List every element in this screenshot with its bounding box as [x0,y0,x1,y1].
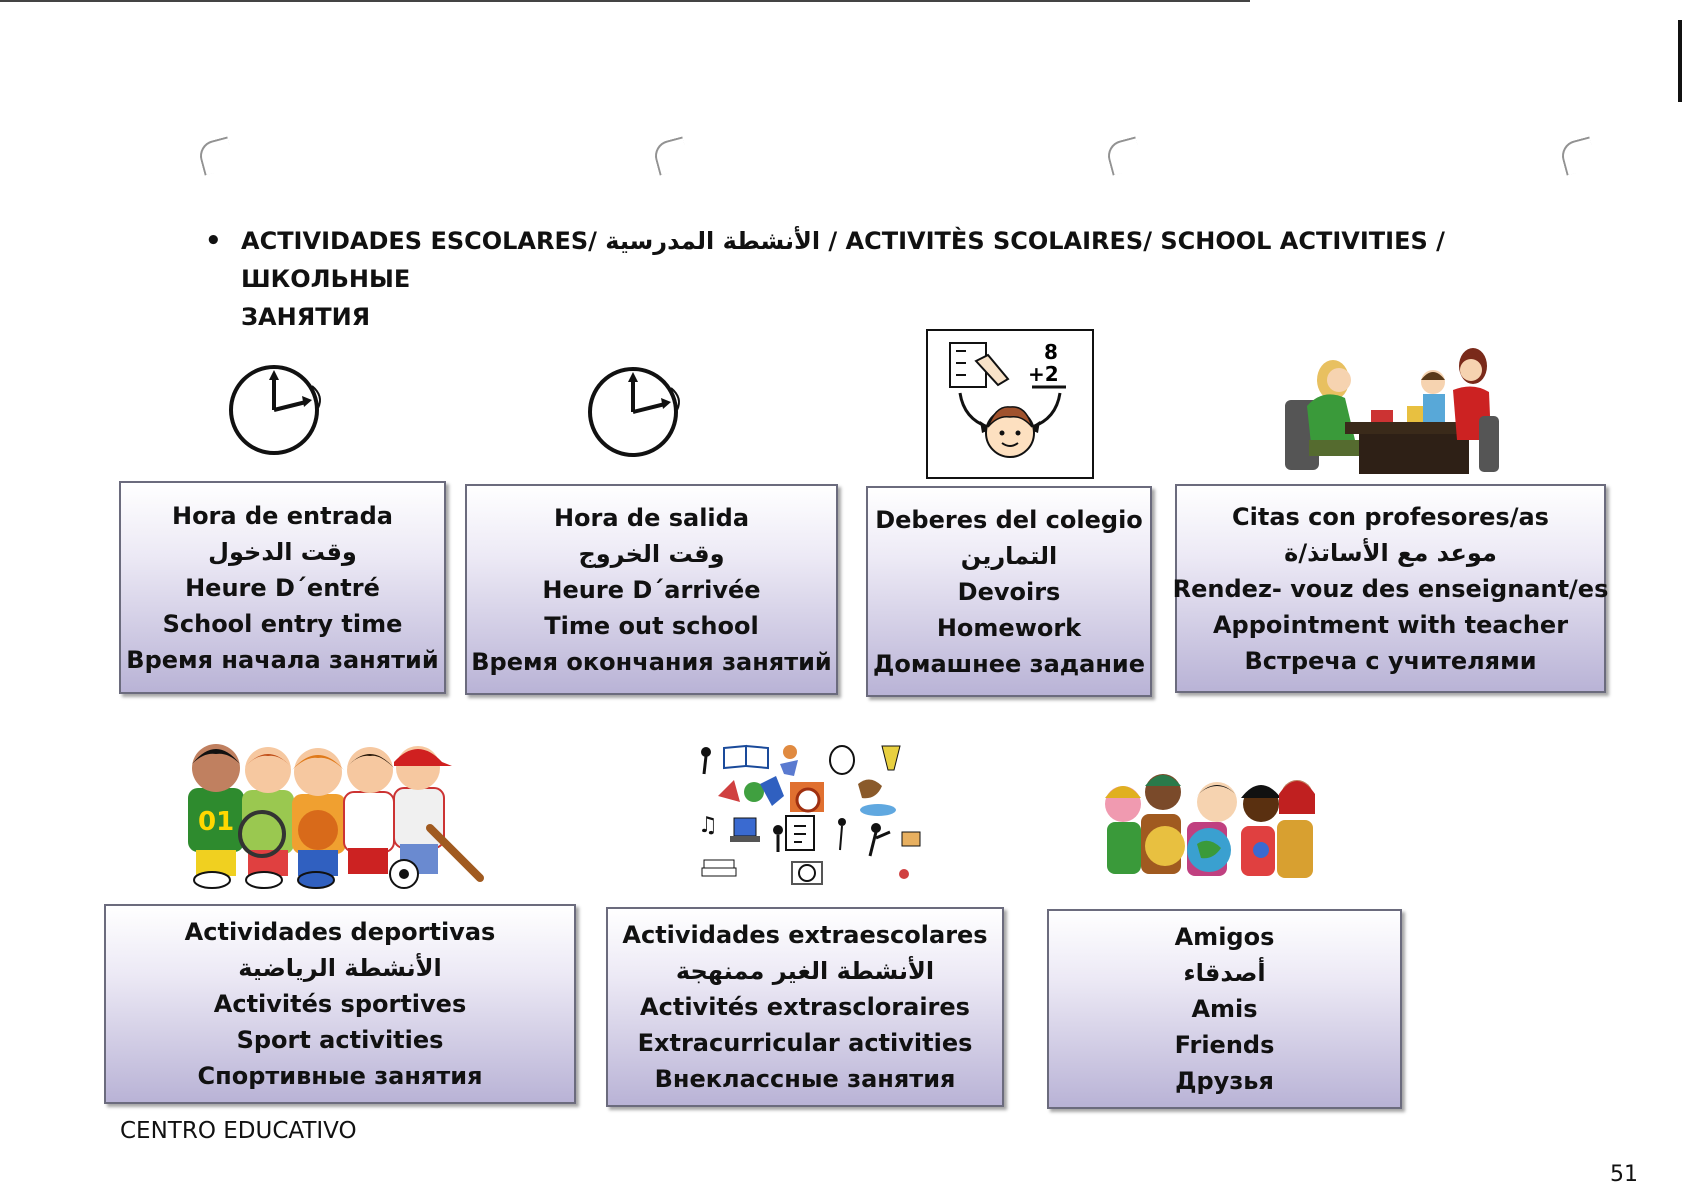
label-ru: Внеклассные занятия [654,1065,956,1093]
sum-top-digit: 8 [1044,340,1058,364]
clock-icon [229,365,321,455]
teacher-meeting-icon [1285,348,1499,474]
label-en: Time out school [544,611,759,640]
page-number: 51 [1610,1162,1638,1187]
label-es: Hora de salida [553,503,750,532]
punch-hole-mark [1558,136,1598,176]
scan-right-edge [1678,20,1682,102]
bullet-icon: • [205,226,222,256]
sports-kids-icon: 01 [188,744,484,889]
label-en: Appointment with teacher [1212,610,1569,639]
label-ru: Время окончания занятий [471,647,832,676]
label-fr: Devoirs [957,577,1061,606]
kid-figure: 01 [188,744,244,876]
label-ru: Спортивные занятия [197,1062,483,1090]
heading-line-1: ACTIVIDADES ESCOLARES/ الأنشطة المدرسية … [241,227,1445,293]
label-ar: الأنشطة الغير ممنهجة [675,957,935,985]
footer-label: CENTRO EDUCATIVO [120,1118,357,1144]
friends-group-icon [1105,774,1315,878]
label-en: Sport activities [236,1026,444,1054]
clock-icon [588,367,680,457]
label-es: Actividades extraescolares [622,921,988,949]
card-extracurricular-activities: Actividades extraescolares الأنشطة الغير… [606,907,1004,1107]
section-heading: • ACTIVIDADES ESCOLARES/ الأنشطة المدرسي… [205,222,1505,336]
label-fr: Activités extrascloraires [640,993,970,1021]
label-fr: Heure D´arrivée [542,575,761,604]
homework-pictogram-icon: 8 +2 [926,329,1094,479]
label-ru: Встреча с учителями [1244,646,1537,675]
card-entry-time: Hora de entrada وقت الدخول Heure D´entré… [119,481,446,694]
punch-hole-mark [196,136,236,176]
label-ar: وقت الدخول [208,537,357,566]
card-friends: Amigos أصدقاء Amis Friends Друзья [1047,909,1402,1109]
label-en: Friends [1174,1031,1275,1059]
card-sport-activities: Actividades deportivas الأنشطة الرياضية … [104,904,576,1104]
scan-top-edge [0,0,1250,2]
label-en: Extracurricular activities [637,1029,973,1057]
label-es: Actividades deportivas [184,918,496,946]
label-ar: موعد مع الأساتذ/ة [1284,538,1497,567]
heading-line-2: ЗАНЯТИЯ [241,303,371,331]
label-ar: أصدقاء [1183,959,1266,987]
label-ar: وقت الخروج [578,539,725,568]
label-ru: Домашнее задание [872,649,1146,678]
label-ru: Друзья [1175,1067,1274,1095]
punch-hole-mark [1104,136,1144,176]
label-ar: التمارين [960,541,1058,570]
label-fr: Amis [1191,995,1258,1023]
sum-bottom-digit: +2 [1028,362,1059,386]
card-homework: Deberes del colegio التمارين Devoirs Hom… [866,486,1152,697]
label-ar: الأنشطة الرياضية [238,954,442,982]
label-es: Deberes del colegio [875,505,1143,534]
label-fr: Activités sportives [213,990,467,1018]
card-exit-time: Hora de salida وقت الخروج Heure D´arrivé… [465,484,838,695]
extracurricular-collage-icon: ♫ [698,744,921,885]
label-es: Amigos [1174,923,1275,951]
label-en: Homework [936,613,1082,642]
label-es: Hora de entrada [171,501,393,530]
jersey-number: 01 [198,807,234,837]
label-fr: Rendez- vouz des enseignant/es [1172,574,1609,603]
card-teacher-appointment: Citas con profesores/as موعد مع الأساتذ/… [1172,484,1609,693]
label-es: Citas con profesores/as [1232,502,1549,531]
label-ru: Время начала занятий [126,645,439,674]
punch-hole-mark [651,136,691,176]
label-fr: Heure D´entré [185,573,380,602]
svg-text:♫: ♫ [698,813,718,838]
label-en: School entry time [162,609,403,638]
